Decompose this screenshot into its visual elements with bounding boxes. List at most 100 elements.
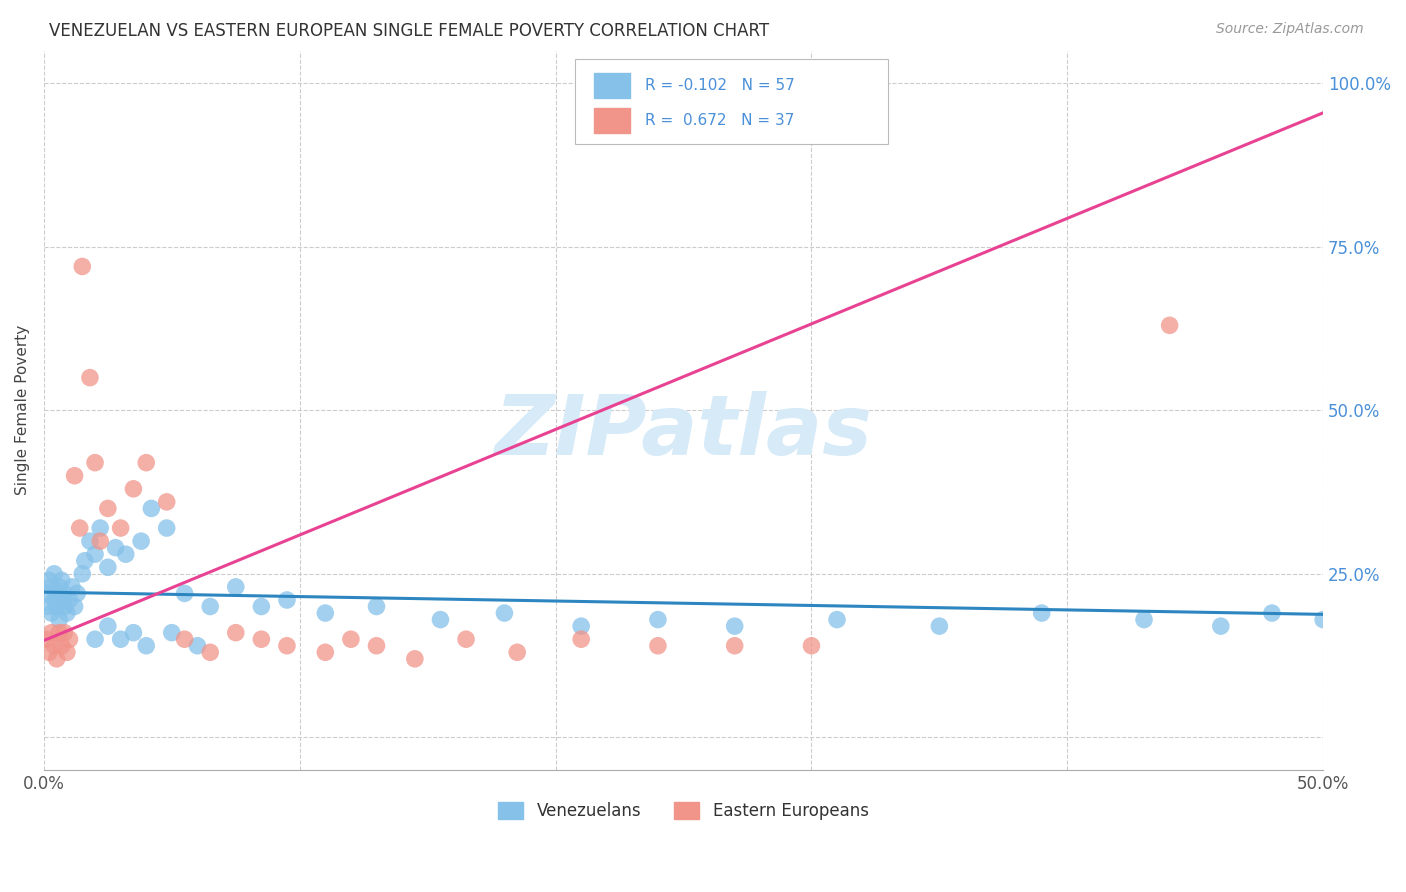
Point	[38, 599, 60, 614]
Point	[56, 645, 79, 659]
Point	[72, 566, 94, 581]
Bar	[593, 72, 630, 98]
Point	[35, 632, 58, 647]
Point	[647, 613, 669, 627]
Point	[156, 495, 179, 509]
Point	[800, 639, 823, 653]
Point	[42, 566, 65, 581]
Point	[79, 534, 101, 549]
Point	[135, 639, 157, 653]
Point	[53, 586, 76, 600]
Point	[114, 547, 136, 561]
Point	[35, 586, 58, 600]
Point	[198, 645, 221, 659]
Point	[63, 599, 86, 614]
Point	[429, 613, 451, 627]
Point	[314, 606, 336, 620]
Point	[366, 639, 388, 653]
Point	[1312, 613, 1334, 627]
Point	[42, 593, 65, 607]
Point	[110, 521, 132, 535]
Point	[69, 521, 91, 535]
Point	[122, 625, 145, 640]
Point	[63, 468, 86, 483]
Point	[53, 599, 76, 614]
Point	[825, 613, 848, 627]
Point	[1261, 606, 1284, 620]
Point	[51, 593, 73, 607]
Point	[928, 619, 950, 633]
Point	[198, 599, 221, 614]
Legend: Venezuelans, Eastern Europeans: Venezuelans, Eastern Europeans	[492, 795, 876, 826]
Point	[51, 639, 73, 653]
Point	[84, 547, 107, 561]
Point	[41, 580, 63, 594]
Point	[42, 639, 65, 653]
Point	[314, 645, 336, 659]
Point	[135, 456, 157, 470]
Point	[84, 456, 107, 470]
Point	[156, 521, 179, 535]
Point	[79, 370, 101, 384]
Point	[58, 593, 80, 607]
Point	[122, 482, 145, 496]
Text: R = -0.102   N = 57: R = -0.102 N = 57	[645, 78, 794, 93]
Point	[569, 619, 592, 633]
Point	[1159, 318, 1181, 333]
Point	[60, 580, 83, 594]
Point	[647, 639, 669, 653]
Point	[97, 501, 120, 516]
Point	[724, 639, 747, 653]
Point	[276, 639, 298, 653]
Point	[404, 652, 426, 666]
Point	[506, 645, 529, 659]
Point	[45, 586, 67, 600]
Point	[494, 606, 516, 620]
Point	[89, 534, 111, 549]
Text: Source: ZipAtlas.com: Source: ZipAtlas.com	[1216, 22, 1364, 37]
Point	[48, 625, 70, 640]
Point	[110, 632, 132, 647]
Point	[186, 639, 208, 653]
Point	[58, 632, 80, 647]
Point	[569, 632, 592, 647]
Point	[276, 593, 298, 607]
Point	[56, 606, 79, 620]
Point	[225, 580, 247, 594]
Text: R =  0.672   N = 37: R = 0.672 N = 37	[645, 112, 794, 128]
Point	[38, 645, 60, 659]
FancyBboxPatch shape	[575, 59, 889, 145]
Point	[454, 632, 477, 647]
Point	[38, 574, 60, 588]
Point	[1031, 606, 1053, 620]
Point	[173, 586, 195, 600]
Point	[97, 619, 120, 633]
Point	[724, 619, 747, 633]
Point	[41, 606, 63, 620]
Point	[45, 599, 67, 614]
Point	[225, 625, 247, 640]
Point	[45, 652, 67, 666]
Point	[89, 521, 111, 535]
Bar	[593, 108, 630, 133]
Point	[51, 574, 73, 588]
Point	[104, 541, 127, 555]
Point	[141, 501, 163, 516]
Point	[48, 580, 70, 594]
Point	[97, 560, 120, 574]
Point	[1209, 619, 1232, 633]
Point	[366, 599, 388, 614]
Point	[129, 534, 152, 549]
Point	[173, 632, 195, 647]
Point	[53, 625, 76, 640]
Y-axis label: Single Female Poverty: Single Female Poverty	[15, 326, 30, 495]
Point	[48, 613, 70, 627]
Point	[41, 625, 63, 640]
Point	[1133, 613, 1156, 627]
Point	[72, 260, 94, 274]
Point	[250, 599, 273, 614]
Point	[250, 632, 273, 647]
Text: ZIPatlas: ZIPatlas	[495, 392, 873, 473]
Point	[160, 625, 183, 640]
Point	[340, 632, 363, 647]
